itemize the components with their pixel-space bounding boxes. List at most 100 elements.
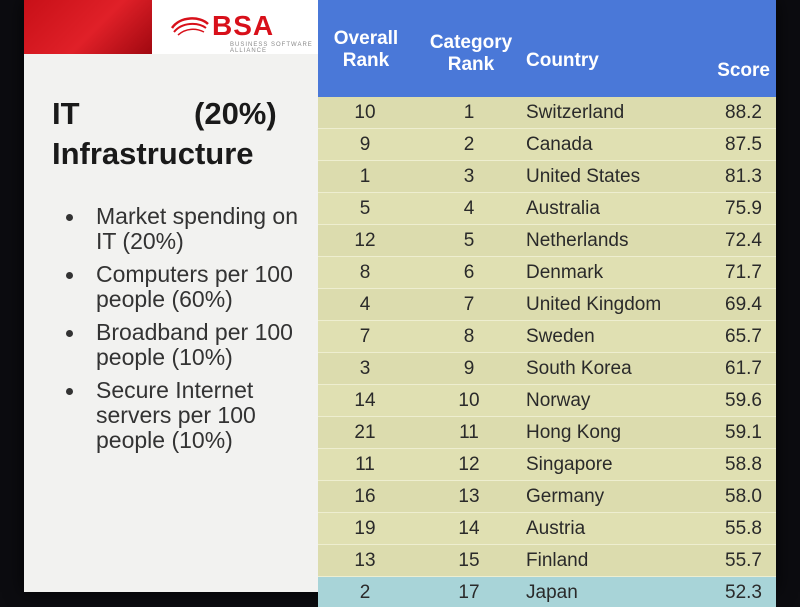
table-row: 10 1 Switzerland 88.2 — [318, 97, 776, 129]
cell-overall-rank: 5 — [359, 198, 371, 219]
cell-overall-rank: 12 — [354, 230, 376, 251]
cell-country: Netherlands — [526, 230, 629, 251]
header-overall-rank: Overall Rank — [333, 28, 399, 71]
cell-score: 58.0 — [725, 486, 762, 507]
cell-score: 55.8 — [725, 518, 762, 539]
left-panel: IT (20%) Infrastructure Market spending … — [24, 54, 318, 592]
cell-overall-rank: 9 — [359, 134, 371, 155]
table-row: 14 10 Norway 59.6 — [318, 385, 776, 417]
table-row: 3 9 South Korea 61.7 — [318, 353, 776, 385]
cell-category-rank: 11 — [459, 422, 479, 443]
cell-score: 55.7 — [725, 550, 762, 571]
header-country: Country — [526, 50, 599, 71]
cell-category-rank: 9 — [463, 358, 475, 379]
cell-category-rank: 15 — [458, 550, 480, 571]
cell-category-rank: 12 — [458, 454, 480, 475]
bullet-dot-icon — [66, 388, 73, 395]
cell-overall-rank: 8 — [359, 262, 371, 283]
cell-category-rank: 3 — [463, 166, 475, 187]
cell-overall-rank: 1 — [359, 166, 371, 187]
cell-overall-rank: 16 — [354, 486, 376, 507]
cell-category-rank: 13 — [458, 486, 480, 507]
cell-score: 72.4 — [725, 230, 762, 251]
cell-overall-rank: 11 — [355, 454, 375, 475]
cell-country: South Korea — [526, 358, 632, 379]
cell-score: 81.3 — [725, 166, 762, 187]
cell-country: Switzerland — [526, 102, 625, 123]
table-row: 21 11 Hong Kong 59.1 — [318, 417, 776, 449]
cell-category-rank: 1 — [463, 102, 475, 123]
bullet-dot-icon — [66, 330, 73, 337]
cell-overall-rank: 14 — [354, 390, 376, 411]
header-score: Score — [717, 60, 770, 81]
cell-overall-rank: 10 — [354, 102, 376, 123]
table-body: 10 1 Switzerland 88.2 9 2 Canada 87.5 1 3 United S… — [318, 97, 776, 607]
bullet-text: Broadband per 100 people (10%) — [96, 319, 293, 370]
cell-score: 87.5 — [725, 134, 762, 155]
slide-title-it: IT — [52, 96, 80, 131]
cell-country: Australia — [526, 198, 600, 219]
swoosh-icon — [170, 17, 209, 36]
cell-score: 65.7 — [725, 326, 762, 347]
cell-category-rank: 4 — [463, 198, 475, 219]
cell-country: United States — [526, 166, 641, 187]
cell-score: 59.6 — [725, 390, 762, 411]
cell-overall-rank: 2 — [359, 582, 371, 603]
logo-text: BSA — [212, 10, 275, 41]
ranking-table: Overall Rank Category Rank Country Score… — [318, 0, 776, 607]
cell-category-rank: 14 — [458, 518, 480, 539]
cell-country: Denmark — [526, 262, 604, 283]
table-row: 16 13 Germany 58.0 — [318, 481, 776, 513]
cell-country: Austria — [526, 518, 586, 539]
bullet-list: Market spending on IT (20%) Computers per… — [62, 204, 312, 461]
logo-subtext: BUSINESS SOFTWARE ALLIANCE — [230, 42, 313, 54]
cell-country: Finland — [526, 550, 589, 571]
cell-country: Japan — [526, 582, 578, 603]
cell-country: Canada — [526, 134, 593, 155]
table-row: 8 6 Denmark 71.7 — [318, 257, 776, 289]
table-row: 4 7 United Kingdom 69.4 — [318, 289, 776, 321]
cell-overall-rank: 3 — [359, 358, 371, 379]
cell-country: Sweden — [526, 326, 595, 347]
bullet-dot-icon — [66, 214, 73, 221]
cell-category-rank: 2 — [463, 134, 475, 155]
cell-score: 69.4 — [725, 294, 762, 315]
presentation-slide: BSA BUSINESS SOFTWARE ALLIANCE IT (20%) … — [24, 0, 776, 607]
cell-category-rank: 7 — [463, 294, 475, 315]
cell-category-rank: 8 — [463, 326, 475, 347]
table-header: Overall Rank Category Rank Country Score — [318, 0, 776, 97]
cell-country: Norway — [526, 390, 591, 411]
cell-category-rank: 10 — [458, 390, 480, 411]
table-row: 7 8 Sweden 65.7 — [318, 321, 776, 353]
cell-overall-rank: 19 — [354, 518, 376, 539]
bullet-dot-icon — [66, 272, 73, 279]
cell-overall-rank: 21 — [354, 422, 376, 443]
table-row: 2 17 Japan 52.3 — [318, 577, 776, 607]
cell-score: 88.2 — [725, 102, 762, 123]
cell-category-rank: 5 — [463, 230, 475, 251]
cell-score: 58.8 — [725, 454, 762, 475]
table-row: 1 3 United States 81.3 — [318, 161, 776, 193]
bullet-item: Computers per 100 people (60%) — [62, 262, 312, 312]
cell-country: Germany — [526, 486, 605, 507]
bullet-text: Computers per 100 people (60%) — [96, 261, 293, 312]
bsa-logo: BSA BUSINESS SOFTWARE ALLIANCE — [152, 0, 318, 54]
cell-score: 52.3 — [725, 582, 762, 603]
slide-title-percent: (20%) — [194, 96, 277, 131]
bullet-item: Market spending on IT (20%) — [62, 204, 312, 254]
table-row: 19 14 Austria 55.8 — [318, 513, 776, 545]
table-row: 5 4 Australia 75.9 — [318, 193, 776, 225]
bullet-text: Market spending on IT (20%) — [96, 203, 299, 254]
bullet-text: Secure Internet servers per 100 people (… — [96, 377, 256, 453]
bullet-item: Secure Internet servers per 100 people (… — [62, 378, 312, 453]
cell-overall-rank: 7 — [359, 326, 371, 347]
header-category-rank: Category Rank — [429, 32, 513, 75]
cell-overall-rank: 13 — [354, 550, 376, 571]
table-row: 11 12 Singapore 58.8 — [318, 449, 776, 481]
cell-country: Hong Kong — [526, 422, 622, 443]
header-red-block — [24, 0, 152, 54]
table-row: 12 5 Netherlands 72.4 — [318, 225, 776, 257]
cell-score: 75.9 — [725, 198, 762, 219]
cell-score: 71.7 — [725, 262, 762, 283]
cell-score: 61.7 — [725, 358, 762, 379]
